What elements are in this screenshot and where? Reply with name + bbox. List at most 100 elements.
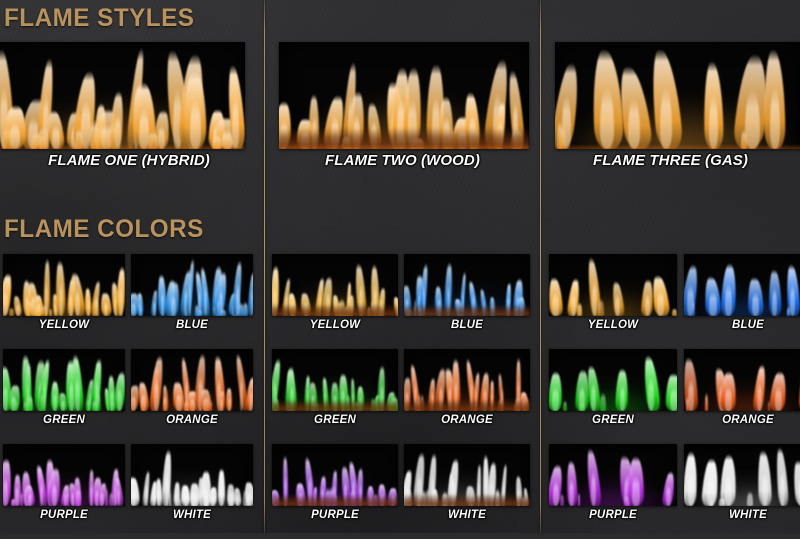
flame-core bbox=[724, 386, 733, 411]
flame-core bbox=[615, 294, 620, 316]
flame-preview[interactable] bbox=[684, 444, 800, 506]
flame-core bbox=[619, 384, 626, 411]
color-swatch-orange[interactable]: ORANGE bbox=[404, 349, 530, 426]
flame-style-preview-one[interactable] bbox=[0, 42, 245, 149]
color-label: WHITE bbox=[447, 509, 487, 521]
flame-lick bbox=[196, 309, 203, 316]
flame-core bbox=[797, 477, 800, 506]
color-label: BLUE bbox=[175, 319, 209, 331]
color-swatch-yellow[interactable]: YELLOW bbox=[549, 254, 677, 331]
color-swatch-yellow[interactable]: YELLOW bbox=[272, 254, 398, 331]
flame-lick bbox=[560, 493, 565, 506]
flame-core bbox=[477, 479, 480, 506]
flame-core bbox=[3, 289, 8, 316]
color-swatch-white[interactable]: WHITE bbox=[131, 444, 253, 521]
flame-preview[interactable] bbox=[549, 349, 677, 411]
flame-core bbox=[623, 474, 631, 506]
flame-preview[interactable] bbox=[404, 444, 530, 506]
flame-lick bbox=[577, 492, 581, 506]
flame-core bbox=[512, 100, 519, 149]
flame-core bbox=[11, 394, 17, 411]
flame-core bbox=[183, 492, 189, 506]
flame-lick bbox=[39, 133, 47, 149]
column-divider-left bbox=[264, 0, 265, 533]
flame-preview[interactable] bbox=[131, 254, 253, 316]
flame-graphic bbox=[279, 42, 529, 149]
color-swatch-orange[interactable]: ORANGE bbox=[131, 349, 253, 426]
flame-lick bbox=[108, 490, 115, 506]
flame-preview[interactable] bbox=[684, 349, 800, 411]
flame-core bbox=[113, 294, 118, 316]
flame-preview[interactable] bbox=[684, 254, 800, 316]
flame-preview[interactable] bbox=[272, 349, 398, 411]
color-swatch-blue[interactable]: BLUE bbox=[131, 254, 253, 331]
flame-core bbox=[725, 283, 733, 316]
flame-core bbox=[70, 491, 75, 506]
color-swatch-white[interactable]: WHITE bbox=[684, 444, 800, 521]
flame-style-preview-two[interactable] bbox=[279, 42, 529, 149]
flame-preview[interactable] bbox=[404, 349, 530, 411]
flame-lick bbox=[20, 490, 24, 506]
flame-core bbox=[239, 375, 244, 411]
flame-preview[interactable] bbox=[3, 444, 125, 506]
flame-color-grid-one: YELLOW BLUE GREEN ORANGE PURPLE bbox=[0, 254, 264, 539]
flame-preview[interactable] bbox=[549, 444, 677, 506]
flame-lick bbox=[31, 130, 43, 149]
flame-preview[interactable] bbox=[272, 444, 398, 506]
flame-core bbox=[414, 381, 418, 411]
flame-lick bbox=[65, 489, 69, 506]
flame-core bbox=[446, 282, 450, 316]
flame-preview[interactable] bbox=[549, 254, 677, 316]
flame-core bbox=[220, 482, 224, 506]
color-label: PURPLE bbox=[40, 509, 88, 521]
flame-preview[interactable] bbox=[131, 349, 253, 411]
flame-lick bbox=[184, 397, 189, 411]
flame-core bbox=[40, 479, 44, 506]
color-swatch-orange[interactable]: ORANGE bbox=[684, 349, 800, 426]
color-swatch-purple[interactable]: PURPLE bbox=[3, 444, 125, 521]
flame-lick bbox=[41, 304, 47, 316]
color-label: GREEN bbox=[592, 414, 634, 426]
flame-core bbox=[308, 474, 312, 506]
flame-core bbox=[769, 87, 780, 149]
flame-core bbox=[647, 376, 655, 411]
color-swatch-blue[interactable]: BLUE bbox=[404, 254, 530, 331]
flame-core bbox=[490, 478, 495, 506]
color-swatch-purple[interactable]: PURPLE bbox=[272, 444, 398, 521]
flame-preview[interactable] bbox=[3, 349, 125, 411]
color-swatch-green[interactable]: GREEN bbox=[272, 349, 398, 426]
flame-lick bbox=[1, 126, 13, 149]
flame-style-preview-three[interactable] bbox=[555, 42, 800, 149]
flame-core bbox=[15, 485, 19, 506]
color-label: YELLOW bbox=[587, 319, 639, 331]
flame-preview[interactable] bbox=[404, 254, 530, 316]
color-swatch-purple[interactable]: PURPLE bbox=[549, 444, 677, 521]
color-label: BLUE bbox=[731, 319, 765, 331]
flame-core bbox=[358, 283, 363, 316]
flame-preview[interactable] bbox=[3, 254, 125, 316]
flame-lick bbox=[26, 394, 33, 411]
color-swatch-white[interactable]: WHITE bbox=[404, 444, 530, 521]
flame-lick bbox=[27, 299, 34, 316]
flame-core bbox=[42, 378, 47, 411]
flame-graphic bbox=[0, 42, 245, 149]
flame-lick bbox=[786, 309, 791, 316]
flame-core bbox=[75, 288, 81, 316]
flame-core bbox=[454, 378, 458, 411]
flame-preview[interactable] bbox=[272, 254, 398, 316]
flame-lick bbox=[560, 126, 566, 149]
flame-core bbox=[552, 291, 559, 316]
color-swatch-yellow[interactable]: YELLOW bbox=[3, 254, 125, 331]
log-bed bbox=[404, 304, 530, 316]
flame-core bbox=[325, 290, 330, 316]
flame-preview[interactable] bbox=[131, 444, 253, 506]
flame-lick bbox=[13, 398, 18, 411]
color-swatch-green[interactable]: GREEN bbox=[549, 349, 677, 426]
flame-core bbox=[100, 124, 112, 149]
color-swatch-green[interactable]: GREEN bbox=[3, 349, 125, 426]
color-swatch-blue[interactable]: BLUE bbox=[684, 254, 800, 331]
flame-core bbox=[422, 282, 426, 316]
flame-core bbox=[591, 382, 597, 411]
log-bed bbox=[279, 128, 529, 149]
flame-lick bbox=[672, 308, 677, 316]
